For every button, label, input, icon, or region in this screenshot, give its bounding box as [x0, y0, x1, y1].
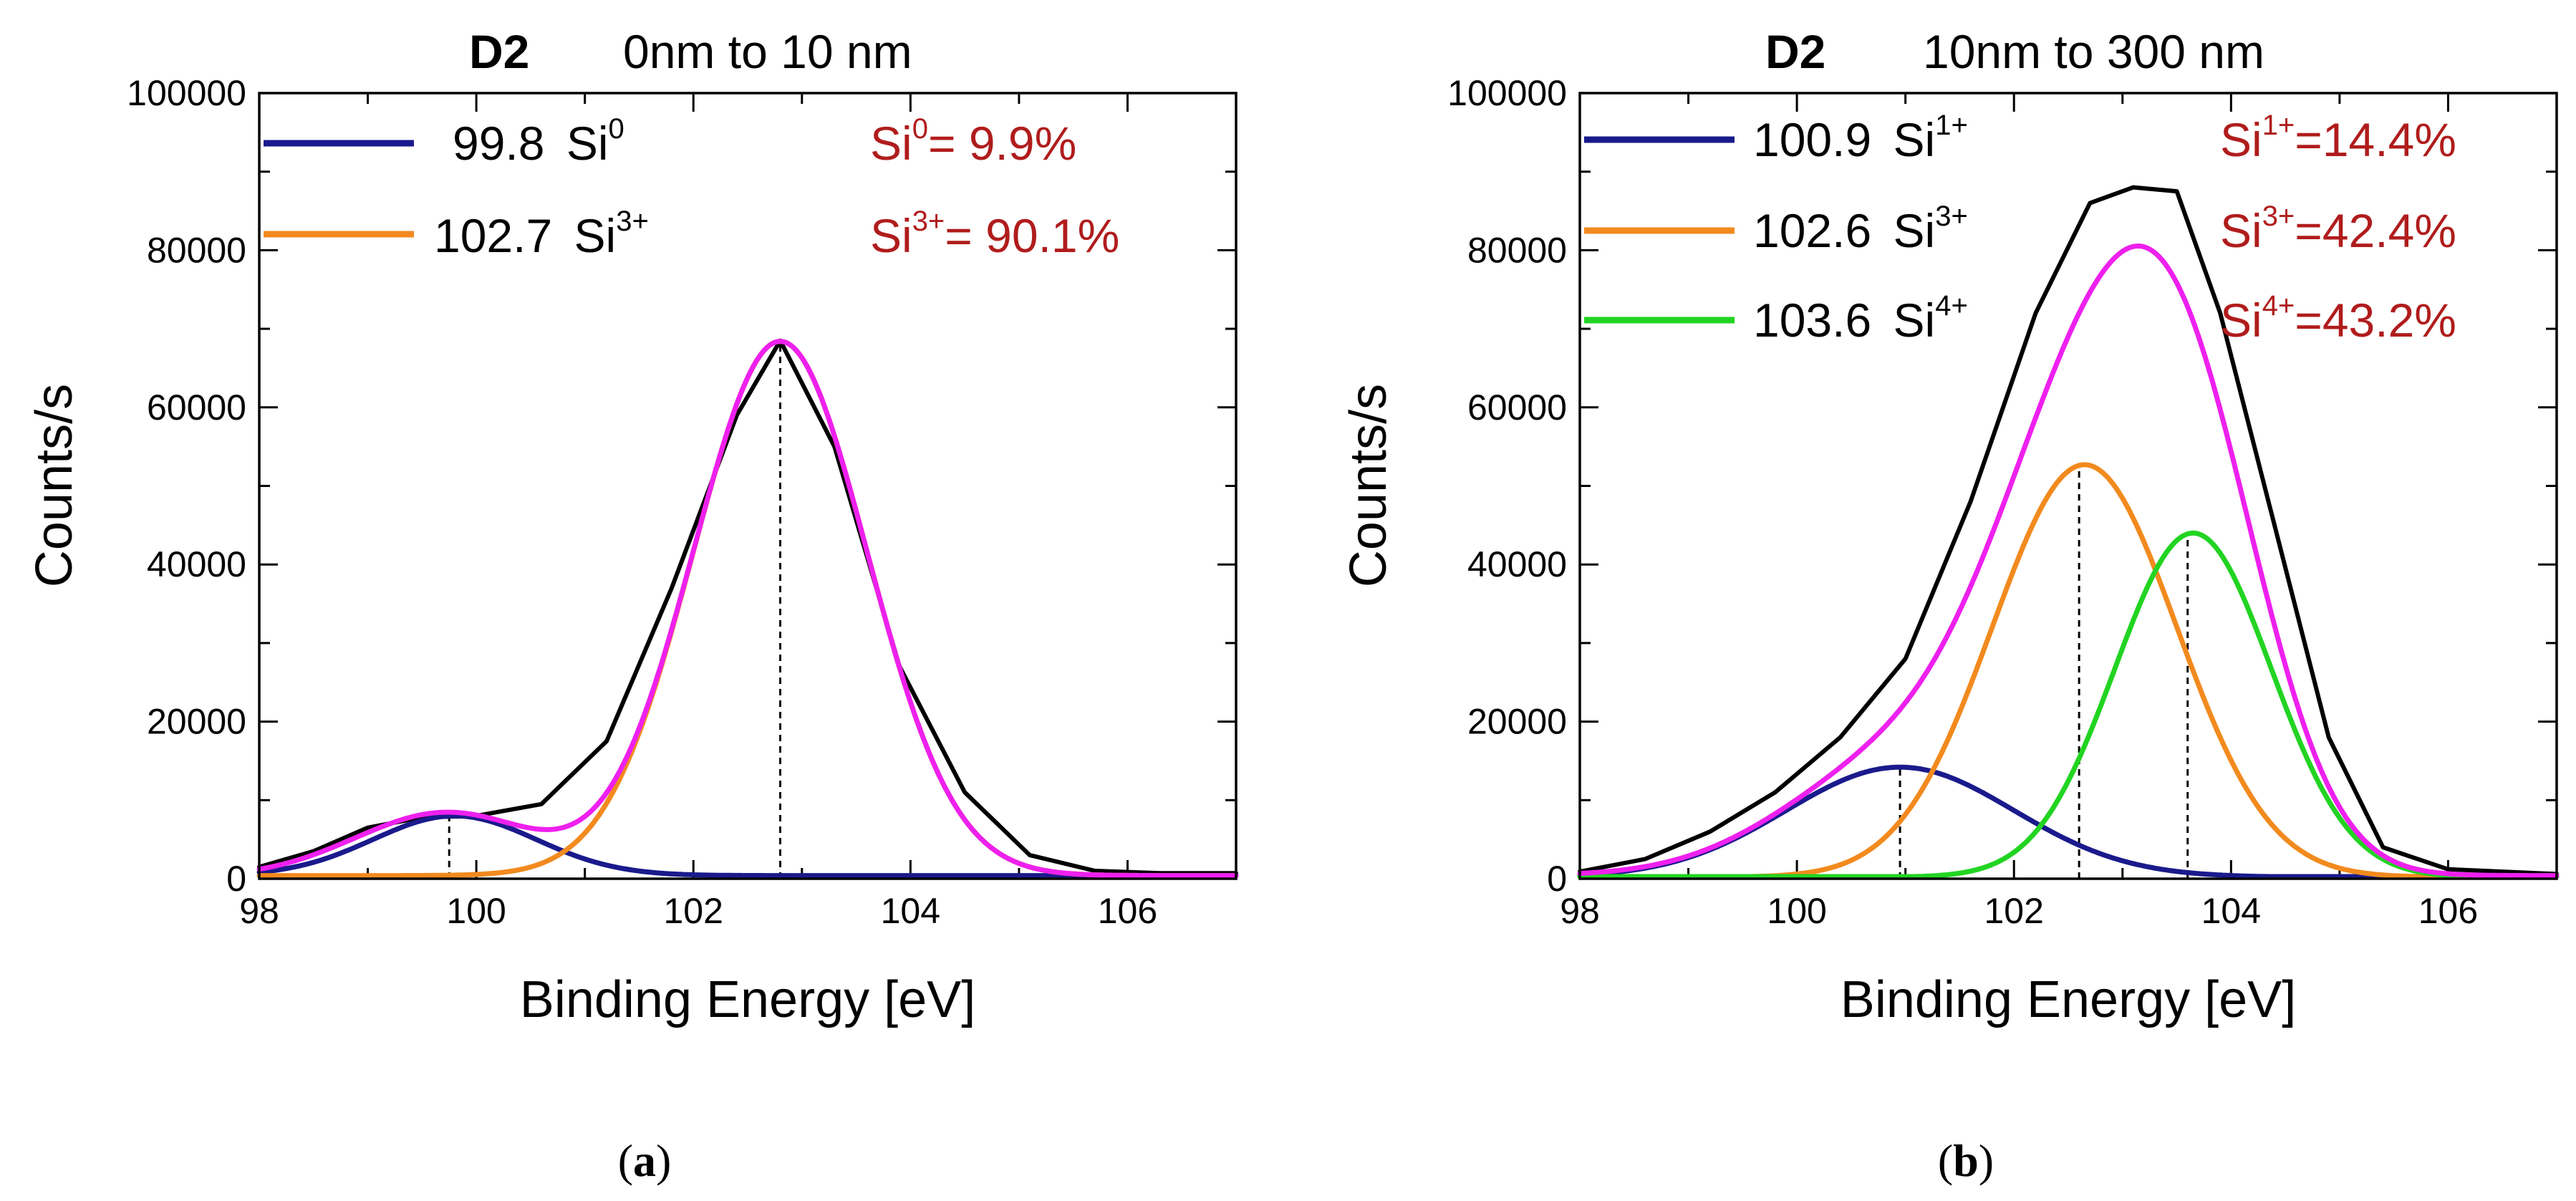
panel-b-percentage-si1: Si1+=14.4% — [2220, 110, 2456, 166]
x-tick-label: 106 — [2418, 891, 2478, 931]
series-si3-component — [1577, 462, 2560, 879]
y-tick-label: 60000 — [147, 387, 246, 428]
x-tick-label: 104 — [881, 891, 940, 931]
y-tick-label: 40000 — [147, 544, 246, 584]
y-tick-label: 100000 — [1447, 73, 1567, 113]
panel-b-legend-entry-si4: 103.6 Si4+ — [1753, 290, 1968, 347]
panel-b: D2 10nm to 300 nm 98 100 102 104 106 0 20000 40… — [1340, 25, 2560, 1186]
panel-a: D2 0nm to 10 nm 98 100 102 104 106 0 20000 4000… — [26, 25, 1239, 1186]
panel-a-percentage-si3: Si3+= 90.1% — [870, 206, 1119, 262]
panel-a-curves — [256, 338, 1239, 879]
panel-b-curves — [1577, 185, 2560, 879]
series-experimental — [1578, 185, 2559, 877]
panel-b-legend-entry-si1: 100.9 Si1+ — [1753, 110, 1968, 166]
y-tick-label: 40000 — [1467, 544, 1567, 584]
y-tick-label: 80000 — [1467, 230, 1567, 270]
panel-a-tick-labels: 98 100 102 104 106 0 20000 40000 60000 80000 10000… — [127, 73, 1157, 931]
panel-b-percentage-si3: Si3+=42.4% — [2220, 201, 2456, 257]
panel-b-percentage-si4: Si4+=43.2% — [2220, 290, 2456, 347]
panel-a-ticks — [258, 92, 1238, 880]
y-tick-label: 100000 — [127, 73, 246, 113]
panel-b-title-text: 10nm to 300 nm — [1923, 25, 2264, 78]
series-si3-component — [256, 339, 1239, 879]
x-tick-label: 100 — [446, 891, 506, 931]
x-tick-label: 100 — [1767, 891, 1826, 931]
panel-b-peak-markers — [1899, 465, 2189, 879]
y-tick-label: 20000 — [1467, 702, 1567, 742]
y-tick-label: 0 — [226, 859, 246, 899]
y-tick-label: 80000 — [147, 230, 246, 270]
x-tick-label: 106 — [1098, 891, 1157, 931]
series-si4-component — [1577, 530, 2560, 879]
y-tick-label: 60000 — [1467, 387, 1567, 428]
panel-a-legend-entry-si0: 99.8 Si0 — [453, 113, 624, 170]
panel-b-x-axis-label: Binding Energy [eV] — [1841, 971, 2296, 1028]
panel-b-tick-labels: 98 100 102 104 106 0 20000 40000 60000 80000 10000… — [1447, 73, 2478, 931]
panel-b-legend-entry-si3: 102.6 Si3+ — [1753, 201, 1968, 257]
panel-b-title-bold: D2 — [1765, 25, 1825, 78]
y-tick-label: 0 — [1547, 859, 1567, 899]
panel-a-x-axis-label: Binding Energy [eV] — [520, 971, 975, 1028]
x-tick-label: 102 — [664, 891, 723, 931]
y-tick-label: 20000 — [147, 702, 246, 742]
panel-a-title-bold: D2 — [469, 25, 529, 78]
x-tick-label: 104 — [2201, 891, 2261, 931]
panel-b-plot-frame — [1578, 92, 2558, 880]
panel-a-peak-markers — [448, 341, 781, 879]
x-tick-label: 98 — [1560, 891, 1600, 931]
panel-b-caption: (b) — [1938, 1135, 1994, 1186]
panel-b-y-axis-label: Counts/s — [1340, 384, 1397, 587]
x-tick-label: 102 — [1984, 891, 2044, 931]
panel-a-percentage-si0: Si0= 9.9% — [870, 113, 1076, 170]
series-experimental — [257, 338, 1238, 876]
series-si0-component — [256, 813, 1239, 879]
series-fit-envelope — [1577, 243, 2560, 879]
panel-a-title-text: 0nm to 10 nm — [623, 25, 912, 78]
series-fit-envelope — [256, 339, 1239, 879]
panel-a-legend-entry-si3: 102.7 Si3+ — [434, 206, 649, 262]
panel-a-y-axis-label: Counts/s — [26, 384, 83, 587]
x-tick-label: 98 — [239, 891, 279, 931]
panel-a-plot-frame — [258, 92, 1238, 880]
panel-a-caption: (a) — [618, 1135, 672, 1186]
